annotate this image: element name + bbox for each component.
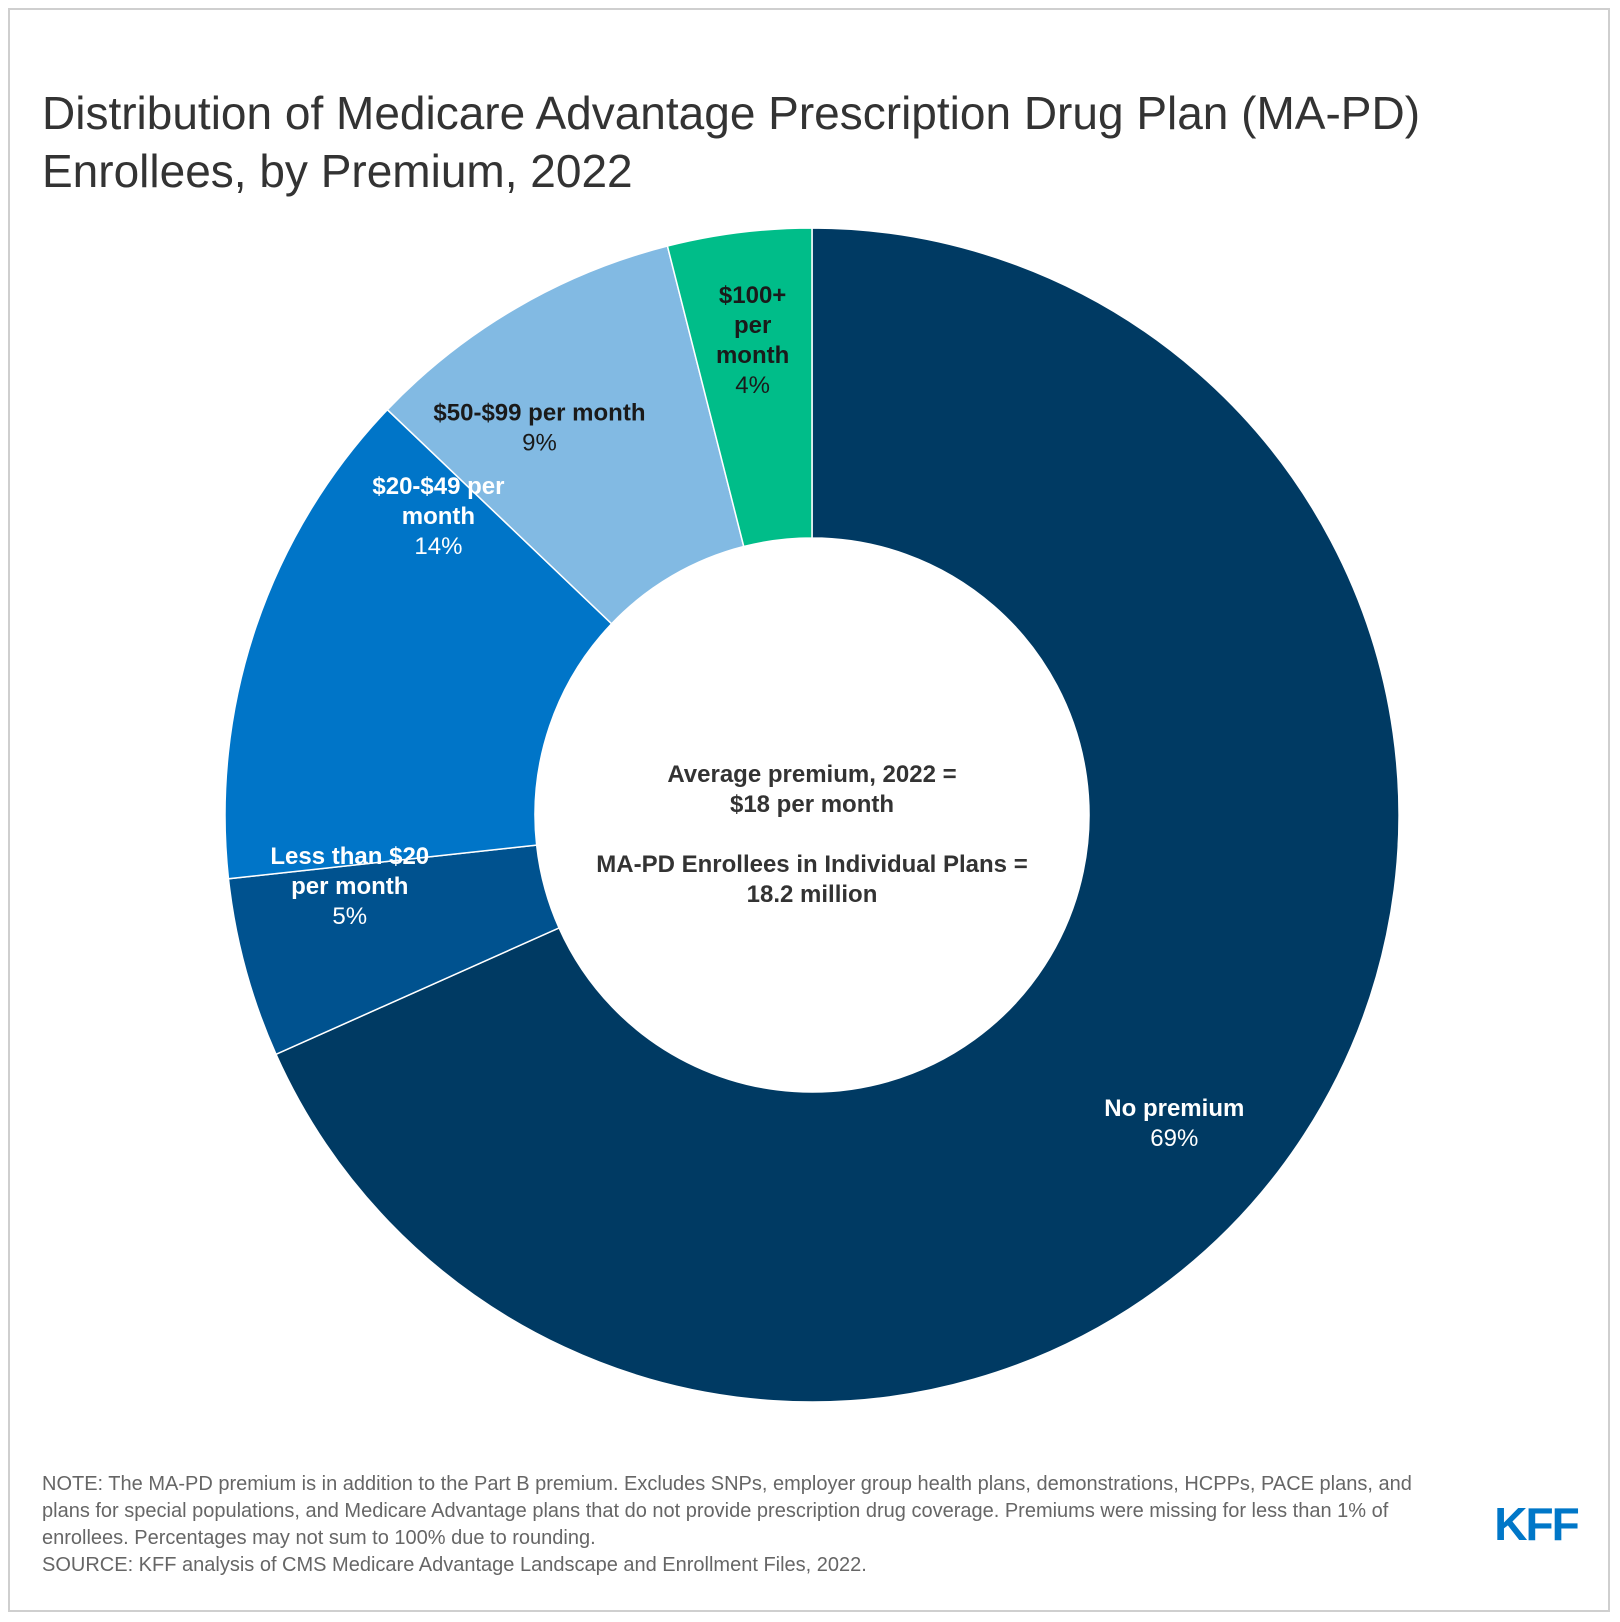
slice-label: $20-$49 per month 14% [372, 473, 504, 560]
slice-label-value: 4% [735, 372, 770, 399]
center-text-line: $18 per month [730, 791, 894, 818]
center-text-line: Average premium, 2022 = [667, 761, 956, 788]
slice-label-name: $20-$49 per [372, 473, 504, 500]
slice-100-per-month [666, 227, 813, 548]
kff-logo-text: KFF [1494, 1500, 1578, 1544]
slice-label-value: 5% [332, 903, 367, 930]
slice-label-name: $100+ [719, 282, 786, 309]
slice-label-value: 14% [414, 533, 462, 560]
slice-label: $50-$99 per month 9% [433, 399, 645, 456]
slice-label-value: 9% [522, 429, 557, 456]
slice-label: Less than $20 per month 5% [270, 843, 429, 930]
slice-20-49-per-month [224, 408, 613, 880]
center-text-line: 18.2 million [747, 881, 878, 908]
slice-label-name: per [734, 312, 771, 339]
slice-label-name: Less than $20 [270, 843, 429, 870]
note-text: NOTE: The MA-PD premium is in addition t… [42, 1473, 1412, 1549]
slice-label: $100+ per month 4% [716, 282, 789, 399]
slice-label: No premium 69% [1104, 1095, 1244, 1152]
slice-label-name: per month [291, 873, 408, 900]
chart-notes: NOTE: The MA-PD premium is in addition t… [42, 1471, 1452, 1579]
slice-label-name: No premium [1104, 1095, 1244, 1122]
slice-no-premium [275, 227, 1400, 1403]
chart-title: Distribution of Medicare Advantage Presc… [42, 87, 1421, 197]
slice-label-name: month [716, 342, 789, 369]
kff-logo: KFF [1494, 1500, 1580, 1544]
source-text: SOURCE: KFF analysis of CMS Medicare Adv… [42, 1554, 867, 1576]
slice-label-value: 69% [1150, 1125, 1198, 1152]
slice-label-name: month [402, 503, 475, 530]
slice-label-name: $50-$99 per month [433, 399, 645, 426]
slice-50-99-per-month [386, 245, 745, 625]
center-text-line: MA-PD Enrollees in Individual Plans = [596, 851, 1027, 878]
